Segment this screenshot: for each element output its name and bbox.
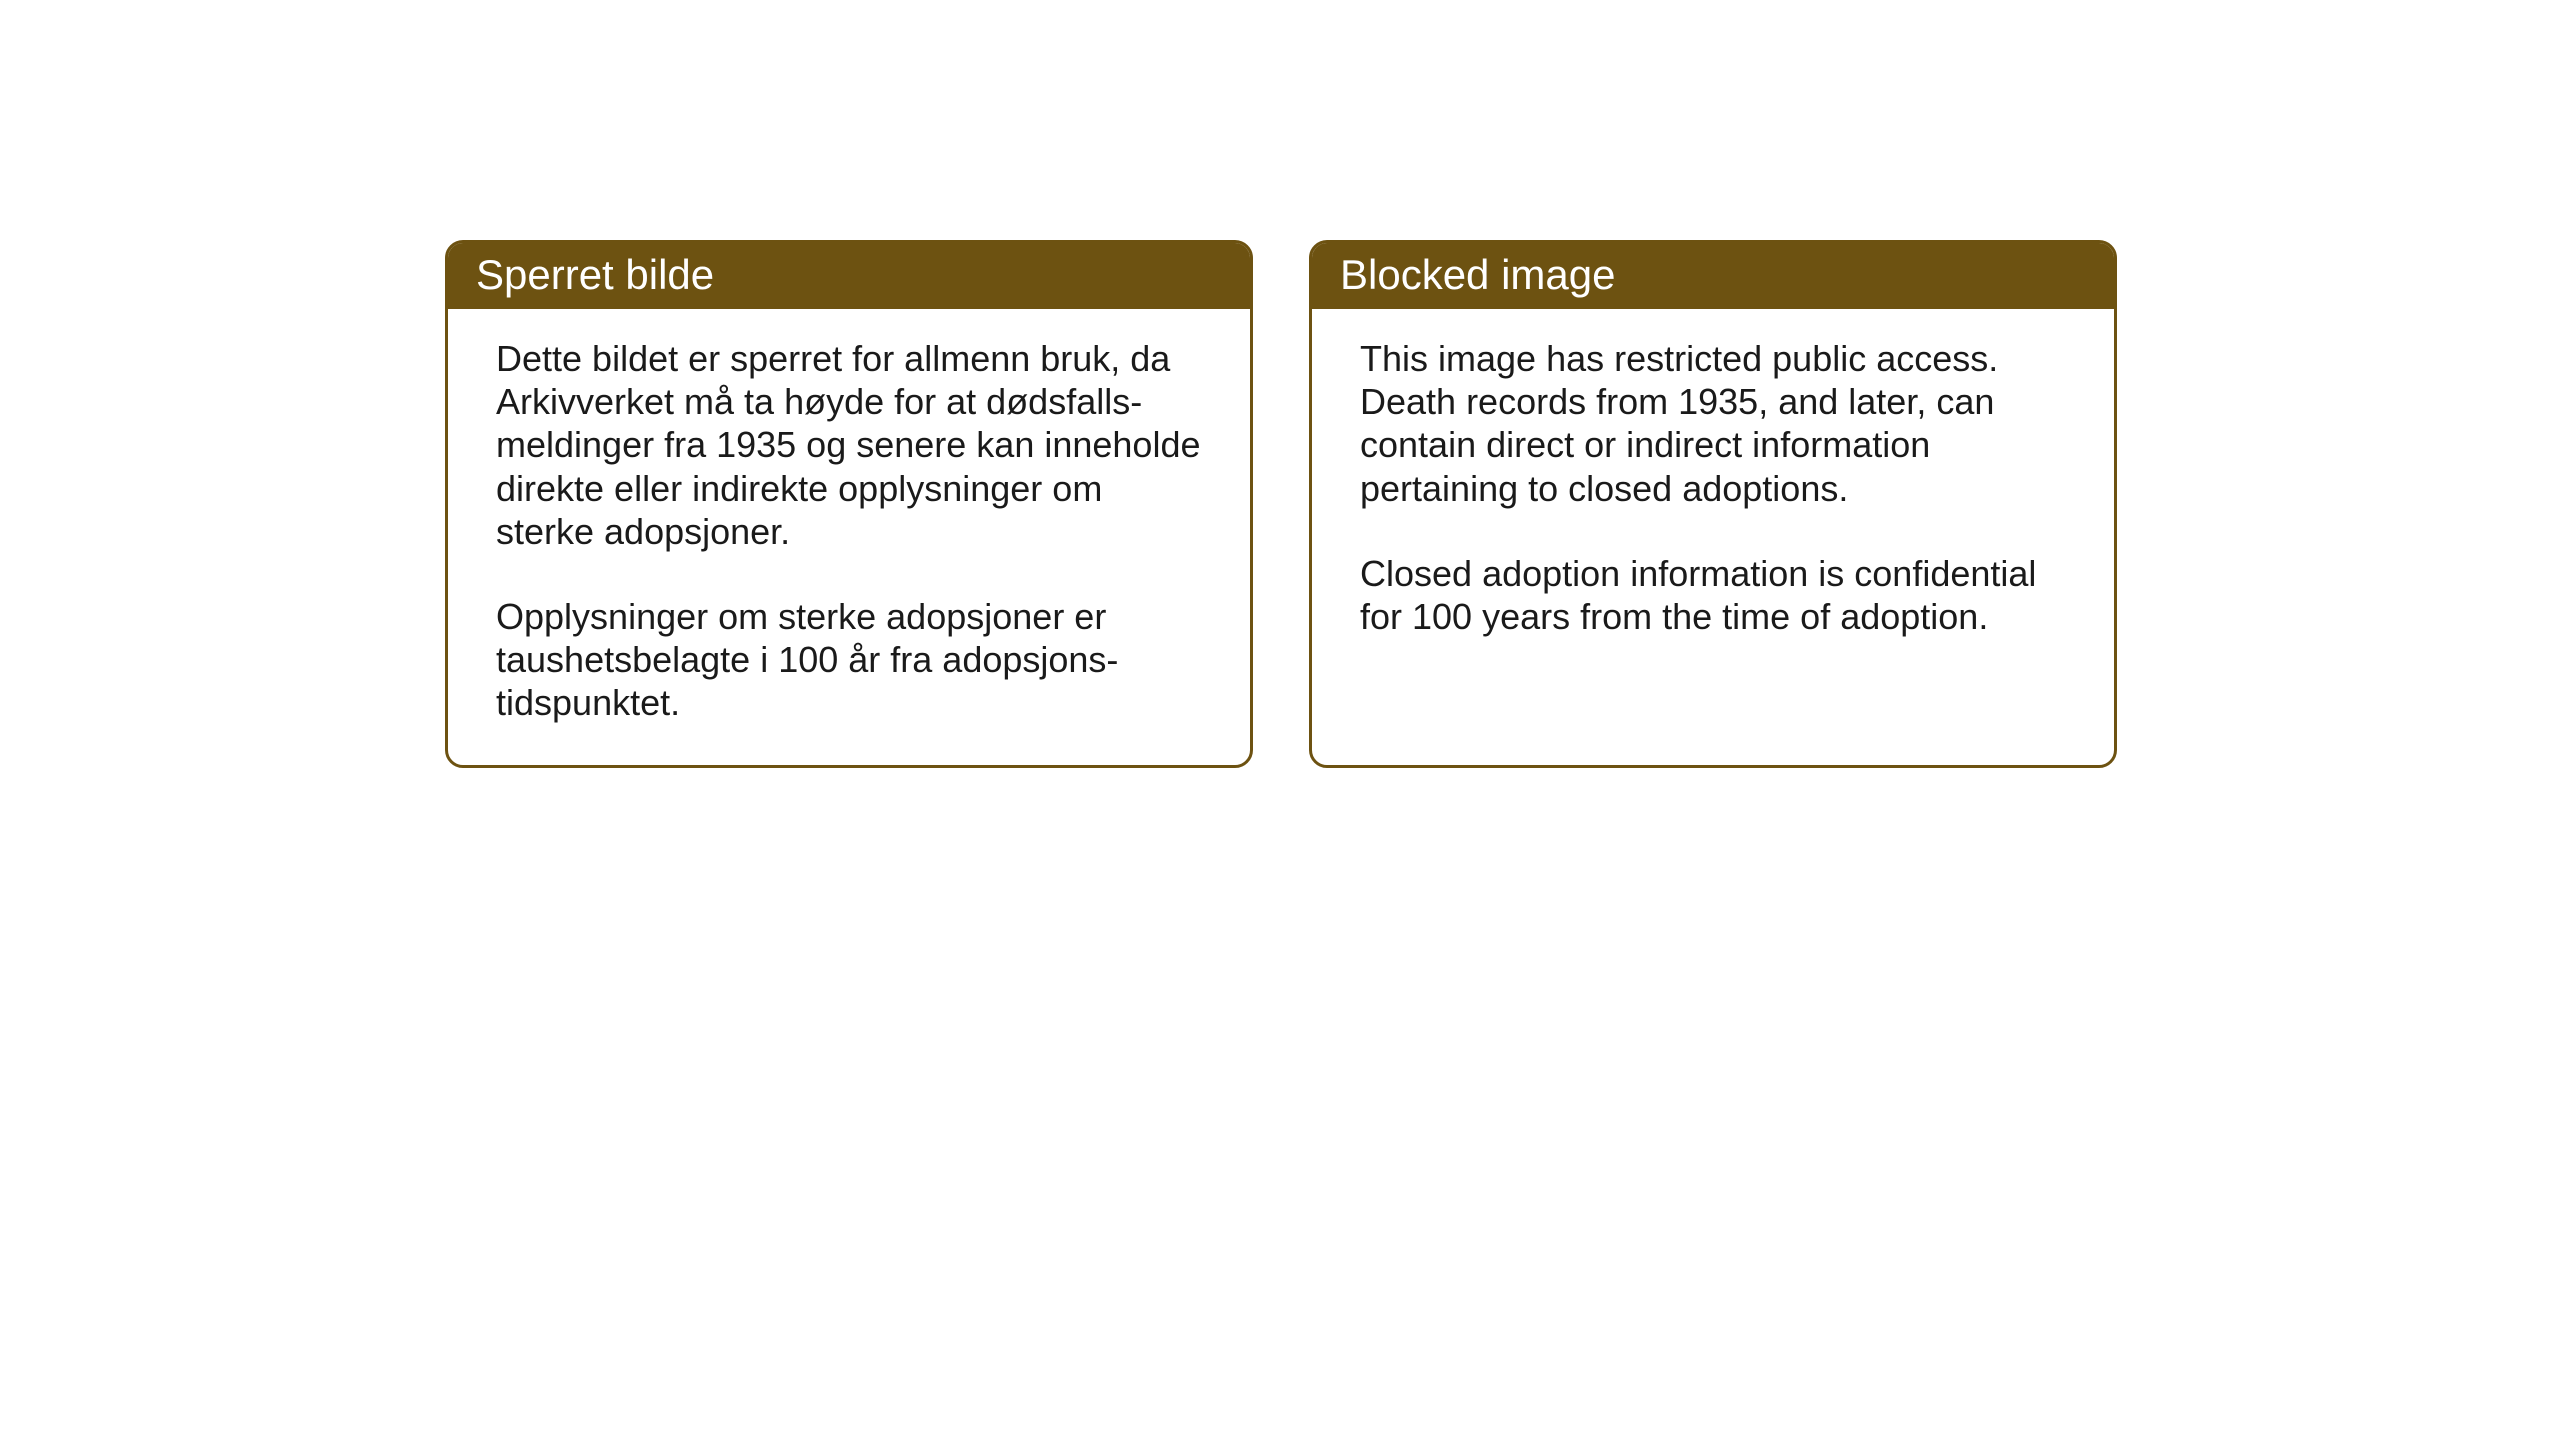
notice-header-norwegian: Sperret bilde (448, 243, 1250, 309)
notice-body-norwegian: Dette bildet er sperret for allmenn bruk… (448, 309, 1250, 765)
notice-header-english: Blocked image (1312, 243, 2114, 309)
notice-paragraph: This image has restricted public access.… (1360, 337, 2066, 510)
notice-body-english: This image has restricted public access.… (1312, 309, 2114, 749)
notice-paragraph: Dette bildet er sperret for allmenn bruk… (496, 337, 1202, 553)
notice-container: Sperret bilde Dette bildet er sperret fo… (445, 240, 2117, 768)
notice-card-english: Blocked image This image has restricted … (1309, 240, 2117, 768)
notice-card-norwegian: Sperret bilde Dette bildet er sperret fo… (445, 240, 1253, 768)
notice-paragraph: Opplysninger om sterke adopsjoner er tau… (496, 595, 1202, 725)
notice-paragraph: Closed adoption information is confident… (1360, 552, 2066, 638)
